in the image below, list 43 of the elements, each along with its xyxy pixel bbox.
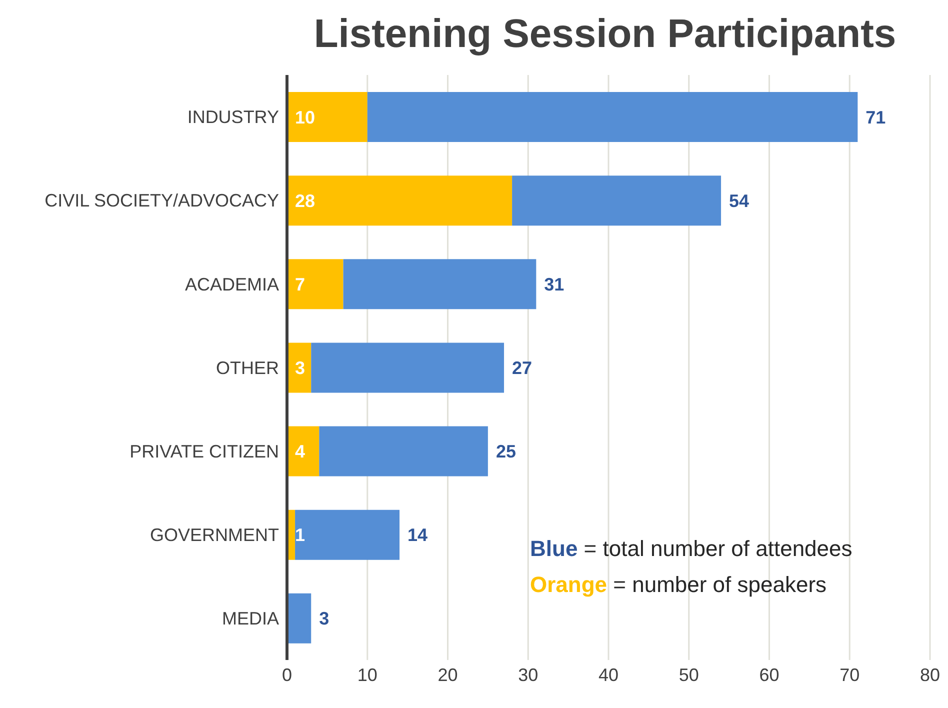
y-tick-label: ACADEMIA <box>184 274 279 294</box>
y-tick-label: MEDIA <box>222 608 279 629</box>
bar <box>287 426 320 476</box>
x-tick-label: 10 <box>357 664 378 685</box>
bar <box>287 92 368 142</box>
bar <box>367 92 858 142</box>
x-tick-label: 0 <box>282 664 292 685</box>
x-tick-label: 20 <box>438 664 458 685</box>
chart-title: Listening Session Participants <box>312 12 898 57</box>
data-label: 4 <box>295 442 306 462</box>
x-tick-label: 80 <box>920 664 940 685</box>
annotation: Blue = total number of attendees <box>530 536 852 562</box>
bar <box>319 426 488 476</box>
total-label: 25 <box>496 442 516 462</box>
bar <box>287 176 512 226</box>
data-label: 28 <box>295 190 316 211</box>
bar <box>295 510 400 560</box>
data-label: 3 <box>295 358 306 378</box>
total-label: 31 <box>544 274 564 294</box>
x-tick-label: 40 <box>598 664 619 685</box>
bar <box>287 259 344 310</box>
total-label: 27 <box>512 358 532 378</box>
y-tick-label: OTHER <box>216 358 279 378</box>
bar <box>512 176 722 226</box>
bar <box>343 259 536 310</box>
total-label: 71 <box>866 107 886 128</box>
annotation: Orange = number of speakers <box>530 572 827 598</box>
x-tick-label: 60 <box>759 664 780 685</box>
x-tick-label: 30 <box>518 664 538 685</box>
total-label: 3 <box>319 608 330 629</box>
y-tick-label: PRIVATE CITIZEN <box>130 441 279 462</box>
bar <box>287 593 312 644</box>
y-tick-label: INDUSTRY <box>187 107 279 128</box>
data-label: 10 <box>295 107 316 128</box>
total-label: 14 <box>408 525 428 546</box>
data-label: 1 <box>295 525 306 546</box>
x-tick-label: 50 <box>678 664 699 685</box>
x-tick-label: 70 <box>840 664 860 685</box>
y-tick-label: CIVIL SOCIETY/ADVOCACY <box>44 190 279 211</box>
total-label: 54 <box>729 190 750 211</box>
data-label: 7 <box>295 274 306 294</box>
y-tick-label: GOVERNMENT <box>150 525 279 546</box>
bar <box>311 342 504 393</box>
